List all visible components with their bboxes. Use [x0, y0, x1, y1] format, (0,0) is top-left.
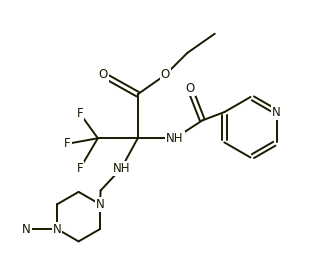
Text: NH: NH: [166, 132, 184, 145]
Text: NH: NH: [112, 162, 130, 175]
Text: F: F: [77, 107, 83, 120]
Text: O: O: [99, 69, 108, 82]
Text: O: O: [161, 69, 170, 82]
Text: N: N: [272, 106, 281, 119]
Text: N: N: [53, 222, 61, 235]
Text: N: N: [22, 222, 31, 235]
Text: O: O: [185, 82, 195, 95]
Text: N: N: [96, 198, 104, 211]
Text: F: F: [77, 162, 83, 175]
Text: F: F: [64, 137, 71, 150]
